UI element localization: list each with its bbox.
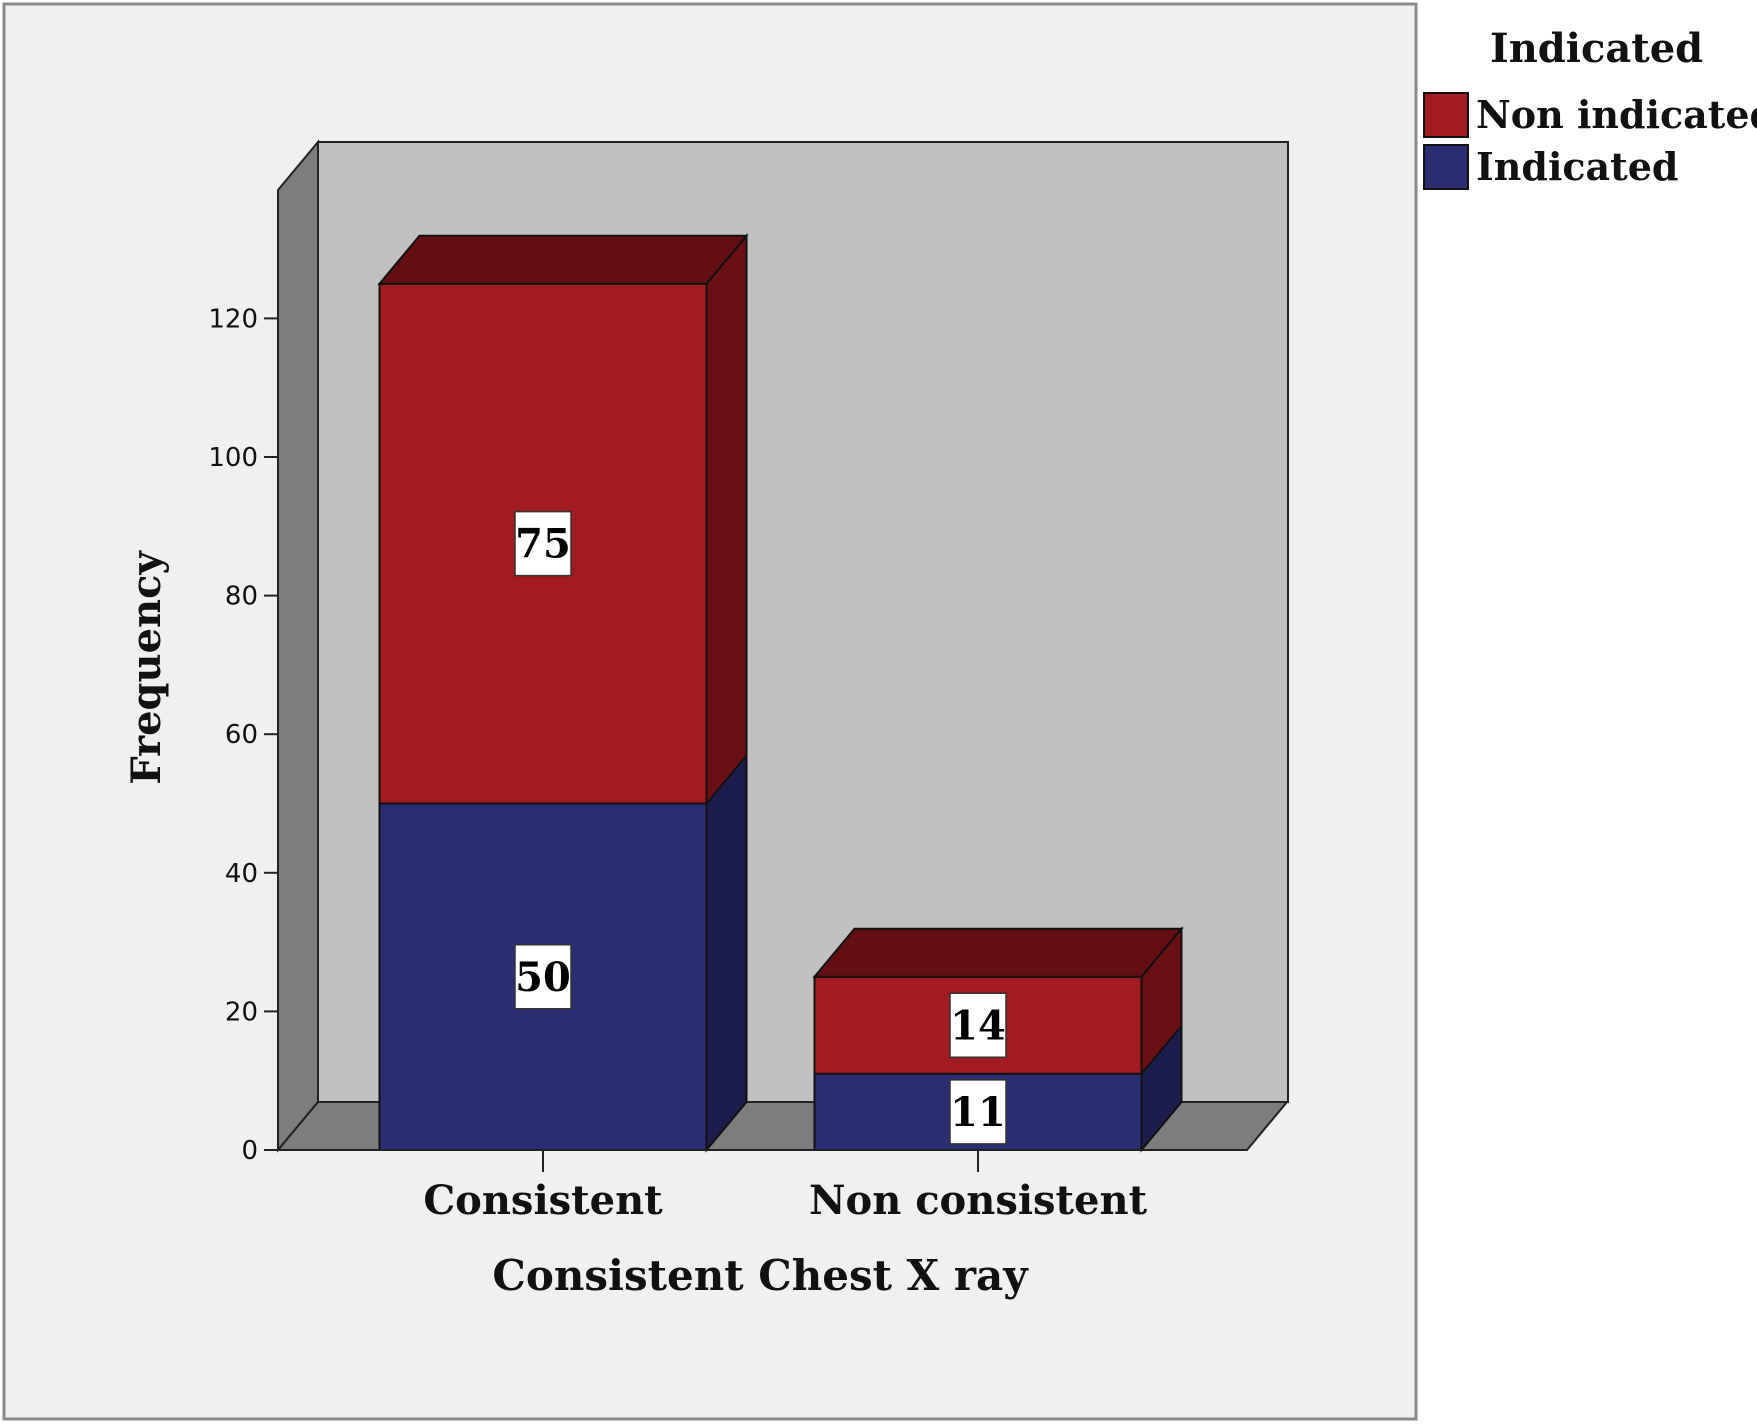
x-tick-label: Non consistent [809, 1177, 1148, 1224]
bars: 50 75 11 14 [377, 232, 1184, 1153]
data-label: 75 [515, 521, 571, 568]
legend-swatch [1423, 144, 1469, 190]
x-axis: Consistent Non consistent [278, 1149, 1247, 1224]
x-axis-title: Consistent Chest X ray [492, 1251, 1029, 1300]
y-tick-label: 120 [208, 304, 258, 334]
data-label-box [949, 992, 1007, 1059]
y-tick-label: 0 [241, 1136, 258, 1166]
legend: Indicated Non indicated Indicated [1423, 25, 1757, 190]
side-wall [277, 139, 319, 1153]
y-tick-label: 80 [225, 582, 258, 612]
bar-top [377, 234, 749, 285]
data-label: 14 [950, 1002, 1006, 1049]
bar-side [705, 752, 748, 1153]
data-label: 11 [950, 1089, 1006, 1136]
y-tick-label: 100 [208, 443, 258, 473]
bar-side [705, 232, 748, 807]
legend-title: Indicated [1490, 25, 1703, 72]
x-tick-label: Consistent [423, 1177, 663, 1224]
legend-swatch [1423, 92, 1469, 138]
bar-top [812, 927, 1184, 978]
legend-label: Indicated [1476, 144, 1678, 189]
data-label-box [514, 510, 572, 577]
y-axis-title: Frequency [123, 550, 170, 785]
y-tick-label: 20 [225, 997, 258, 1027]
data-label: 50 [515, 954, 571, 1001]
y-axis: 0 20 40 60 80 100 120 [208, 190, 279, 1166]
data-label-box [514, 944, 572, 1010]
y-tick-label: 40 [225, 859, 258, 889]
data-label-box [949, 1079, 1007, 1145]
y-tick-label: 60 [225, 720, 258, 750]
legend-label: Non indicated [1476, 92, 1757, 137]
